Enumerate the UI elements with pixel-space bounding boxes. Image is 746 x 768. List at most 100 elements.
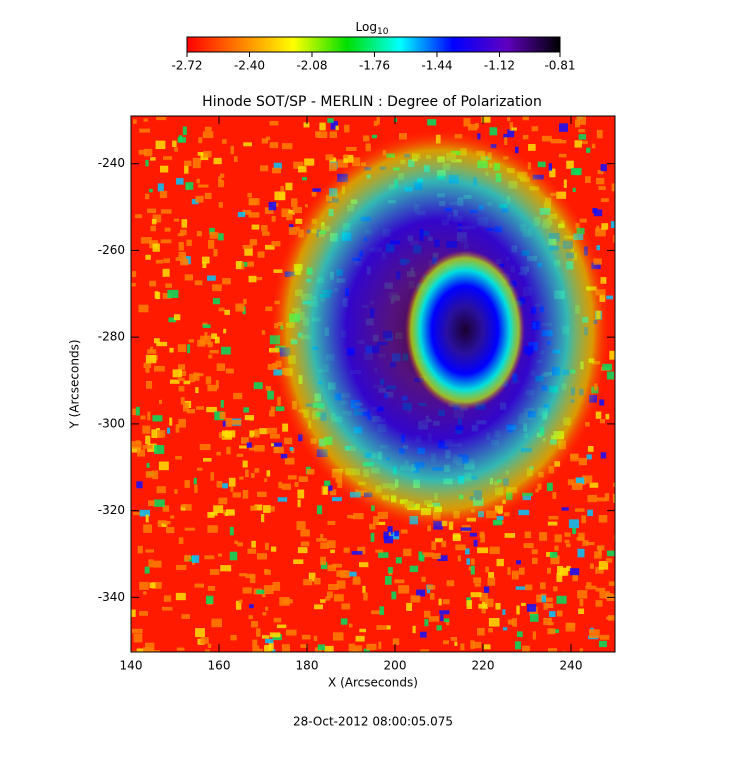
image-texture xyxy=(589,482,599,488)
image-texture xyxy=(248,615,253,620)
image-texture xyxy=(256,276,263,281)
image-texture xyxy=(156,486,166,494)
image-texture xyxy=(536,594,542,603)
image-texture xyxy=(211,333,218,339)
image-texture xyxy=(184,274,193,281)
image-texture xyxy=(212,284,222,292)
image-texture xyxy=(373,516,379,525)
image-texture xyxy=(613,235,615,243)
image-texture xyxy=(206,406,217,413)
image-texture xyxy=(582,540,589,546)
image-texture xyxy=(359,562,369,568)
image-texture xyxy=(454,641,458,646)
image-texture xyxy=(267,390,274,400)
image-texture xyxy=(532,631,537,640)
image-texture xyxy=(320,542,329,549)
image-texture xyxy=(568,519,579,529)
image-texture xyxy=(470,565,475,575)
image-texture xyxy=(424,610,431,618)
image-texture xyxy=(242,587,252,594)
image-texture xyxy=(442,599,450,605)
image-texture xyxy=(540,595,547,603)
image-texture xyxy=(136,648,145,652)
image-texture xyxy=(263,505,271,513)
image-texture xyxy=(248,198,257,206)
image-texture xyxy=(276,624,287,629)
image-texture xyxy=(428,616,440,622)
image-texture xyxy=(249,239,258,246)
image-texture xyxy=(595,587,606,592)
image-texture xyxy=(150,225,156,232)
image-texture xyxy=(184,165,189,174)
image-texture xyxy=(178,386,185,392)
image-texture xyxy=(599,418,605,424)
image-texture xyxy=(330,549,335,554)
image-texture xyxy=(507,129,515,138)
image-texture xyxy=(468,123,478,131)
image-texture xyxy=(531,126,539,132)
image-texture xyxy=(243,298,247,305)
image-texture xyxy=(204,192,212,200)
image-texture xyxy=(593,209,603,217)
image-texture xyxy=(518,567,525,575)
image-texture xyxy=(242,460,248,468)
image-texture xyxy=(549,611,556,618)
image-texture xyxy=(429,592,435,600)
image-texture xyxy=(284,437,293,445)
image-texture xyxy=(291,198,298,208)
image-texture xyxy=(443,618,450,623)
image-texture xyxy=(483,586,490,593)
image-texture xyxy=(502,627,508,631)
image-texture xyxy=(300,541,310,547)
image-texture xyxy=(504,533,516,538)
image-texture xyxy=(546,552,553,557)
image-texture xyxy=(251,621,259,628)
image-texture xyxy=(586,147,591,153)
image-texture xyxy=(203,458,212,462)
image-texture xyxy=(149,650,161,652)
image-texture xyxy=(421,576,426,582)
image-texture xyxy=(387,531,391,536)
image-texture xyxy=(281,483,292,490)
image-texture xyxy=(578,532,585,541)
image-texture xyxy=(457,555,461,562)
image-texture xyxy=(357,546,366,555)
image-texture xyxy=(596,129,603,139)
image-texture xyxy=(524,531,532,539)
image-texture xyxy=(597,169,604,175)
image-texture xyxy=(531,549,538,555)
image-texture xyxy=(180,397,185,405)
image-texture xyxy=(265,136,271,141)
image-texture xyxy=(516,605,520,615)
image-texture xyxy=(378,552,389,558)
image-texture xyxy=(446,620,450,626)
image-texture xyxy=(473,577,482,584)
image-texture xyxy=(162,606,173,611)
image-texture xyxy=(322,486,328,495)
image-texture xyxy=(269,142,279,149)
image-texture xyxy=(297,499,301,508)
image-texture xyxy=(205,595,214,604)
image-texture xyxy=(488,572,495,578)
image-texture xyxy=(572,187,576,192)
image-texture xyxy=(281,208,291,218)
image-texture xyxy=(293,161,304,169)
image-texture xyxy=(325,596,331,601)
image-texture xyxy=(470,558,475,565)
image-texture xyxy=(143,524,152,533)
image-texture xyxy=(503,512,510,517)
image-texture xyxy=(237,211,246,218)
image-texture xyxy=(241,262,245,270)
image-texture xyxy=(149,280,157,287)
image-texture xyxy=(352,578,361,585)
image-texture xyxy=(529,613,539,622)
image-texture xyxy=(228,477,236,487)
image-texture xyxy=(225,430,236,438)
image-texture xyxy=(131,441,142,449)
image-texture xyxy=(392,638,400,646)
image-texture xyxy=(599,634,610,640)
image-texture xyxy=(202,131,214,139)
image-texture xyxy=(261,330,266,335)
image-texture xyxy=(514,146,519,154)
image-texture xyxy=(301,634,311,640)
